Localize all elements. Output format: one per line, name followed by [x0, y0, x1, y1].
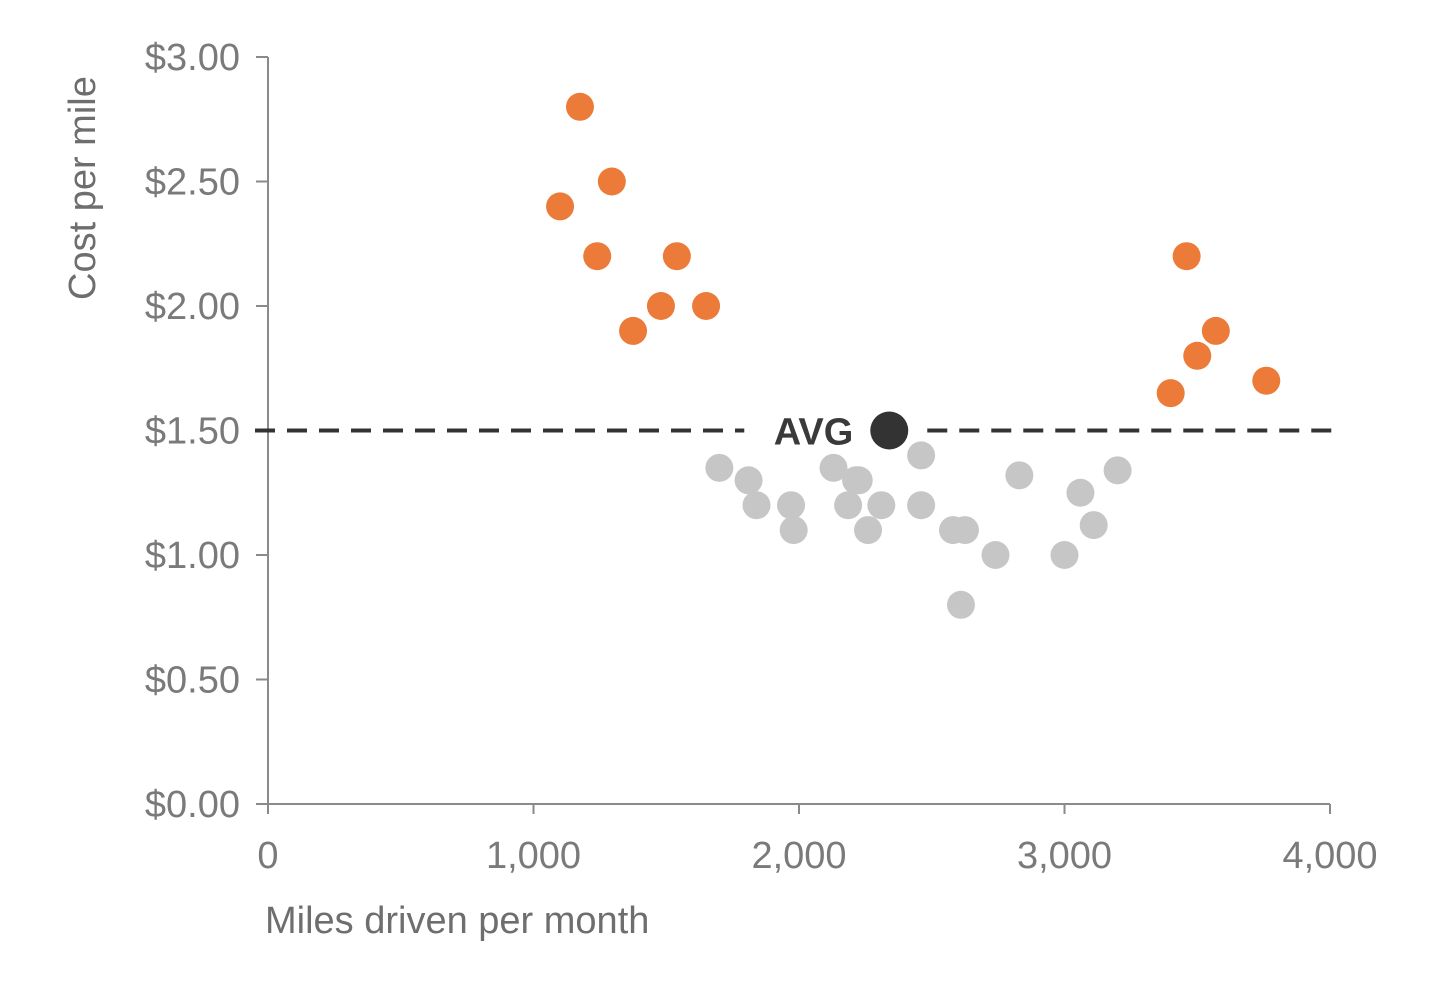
- low-cost-point: [1079, 511, 1108, 540]
- y-tick-label: $1.00: [145, 535, 240, 577]
- x-tick-label: 0: [257, 835, 278, 877]
- high-cost-point: [619, 316, 648, 345]
- low-cost-point: [819, 453, 848, 482]
- x-tick-label: 1,000: [486, 835, 581, 877]
- axes: $0.00 $0.50 $1.00 $1.50 $2.00 $2.50 $3.00 0 1,00…: [145, 37, 1378, 877]
- high-cost-point: [597, 167, 626, 196]
- low-cost-point: [950, 516, 979, 545]
- y-tick-label: $0.50: [145, 660, 240, 702]
- low-cost-point: [1005, 461, 1034, 490]
- low-cost-point: [734, 466, 763, 495]
- high-cost-point: [692, 292, 721, 320]
- y-tick-label: $3.00: [145, 37, 240, 79]
- low-cost-point: [834, 491, 863, 520]
- low-cost-point: [946, 590, 975, 619]
- high-cost-point: [565, 92, 594, 121]
- low-cost-point: [705, 453, 734, 482]
- low-cost-point: [1050, 541, 1079, 569]
- avg-point: [870, 411, 909, 450]
- low-cost-point: [1066, 478, 1095, 507]
- average-marker-group: AVG: [774, 411, 909, 454]
- high-cost-point: [662, 242, 691, 271]
- x-tick-label: 4,000: [1282, 835, 1377, 877]
- high-cost-point: [583, 242, 612, 271]
- avg-label: AVG: [774, 412, 854, 454]
- y-tick-label: $2.00: [145, 286, 240, 328]
- low-cost-point: [1103, 456, 1132, 485]
- high-cost-point: [646, 292, 675, 320]
- x-axis-title: Miles driven per month: [265, 900, 649, 942]
- high-cost-point: [546, 192, 575, 221]
- low-cost-point: [742, 491, 771, 520]
- y-tick-label: $1.50: [145, 411, 240, 453]
- y-tick-label: $0.00: [145, 784, 240, 826]
- low-cost-point: [779, 516, 808, 545]
- low-cost-point: [844, 466, 873, 495]
- x-tick-label: 3,000: [1017, 835, 1112, 877]
- low-cost-point: [777, 491, 806, 520]
- x-tick-label: 2,000: [751, 835, 846, 877]
- low-cost-point: [907, 441, 936, 470]
- low-cost-point: [854, 516, 883, 545]
- high-cost-point: [1156, 379, 1185, 408]
- y-tick-label: $2.50: [145, 162, 240, 204]
- high-cost-point: [1201, 316, 1230, 345]
- low-cost-point: [867, 491, 896, 520]
- data-points: [546, 92, 1281, 619]
- high-cost-point: [1183, 341, 1212, 370]
- low-cost-point: [981, 541, 1010, 569]
- high-cost-point: [1172, 242, 1201, 271]
- y-axis-title: Cost per mile: [62, 76, 104, 300]
- high-cost-point: [1252, 366, 1281, 395]
- low-cost-point: [907, 491, 936, 520]
